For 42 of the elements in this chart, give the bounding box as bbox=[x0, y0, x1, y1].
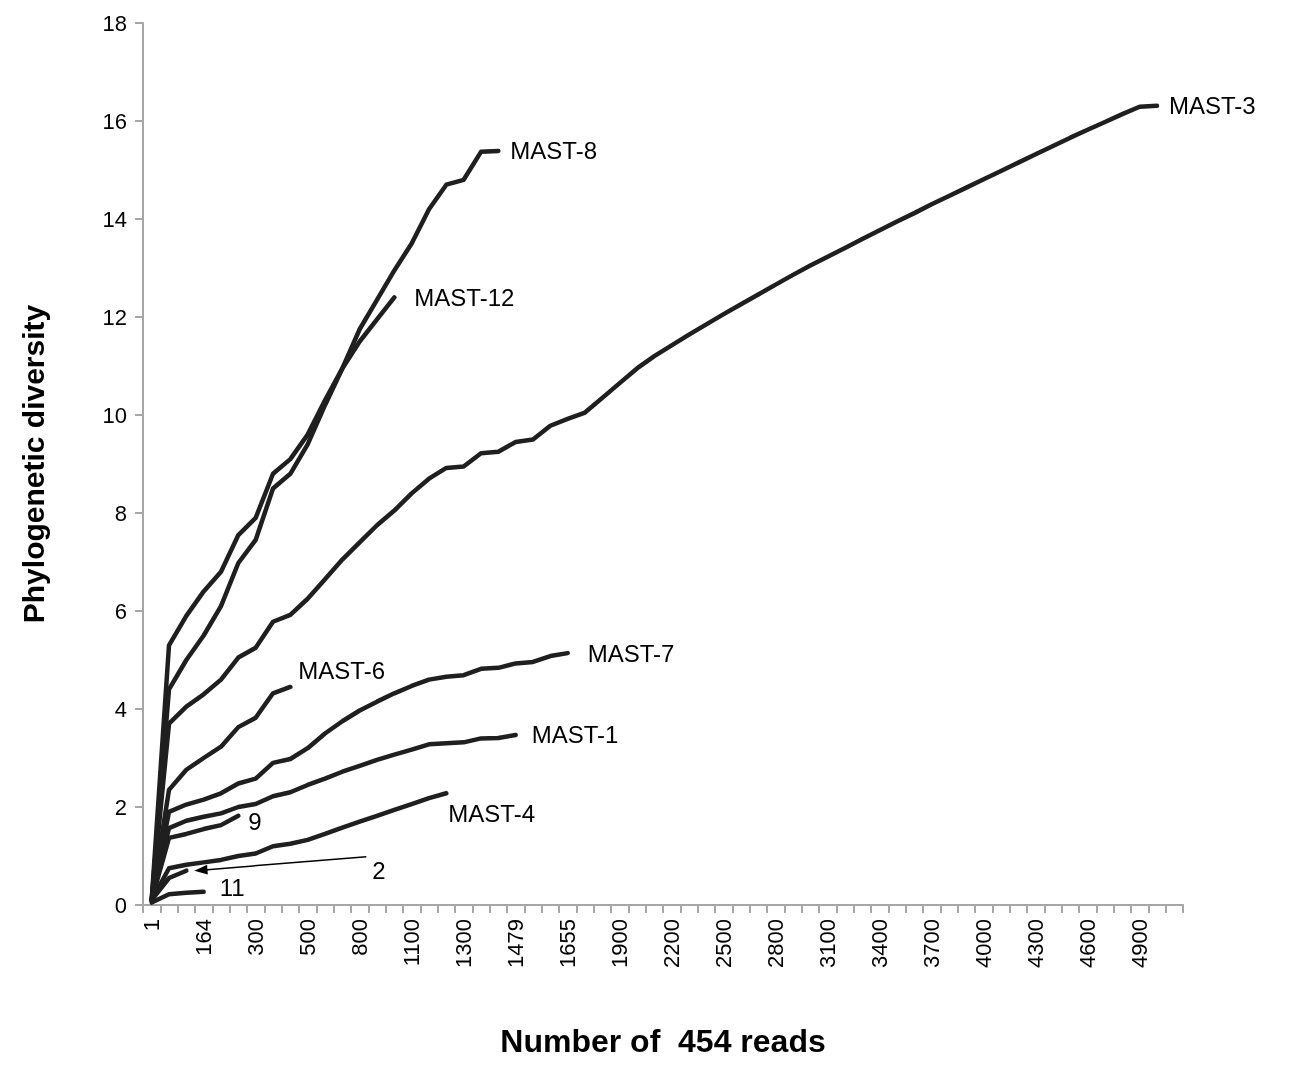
x-tick-label: 2500 bbox=[711, 919, 737, 968]
y-tick-label: 8 bbox=[114, 500, 127, 526]
y-tick-label: 16 bbox=[102, 108, 127, 134]
x-tick-label: 1655 bbox=[555, 919, 581, 968]
series-label: 11 bbox=[219, 874, 245, 902]
x-tick-label: 4300 bbox=[1023, 919, 1049, 968]
y-tick-label: 10 bbox=[102, 402, 127, 428]
series-label: MAST-6 bbox=[298, 657, 386, 685]
x-tick-label: 300 bbox=[243, 919, 269, 956]
x-axis-title: Number of 454 reads bbox=[500, 1023, 826, 1059]
x-tick-label: 1479 bbox=[503, 919, 529, 968]
y-tick-label: 18 bbox=[102, 10, 127, 36]
x-tick-label: 164 bbox=[191, 919, 217, 956]
y-tick-label: 12 bbox=[102, 304, 127, 330]
y-tick-label: 14 bbox=[102, 206, 127, 232]
series-label: MAST-7 bbox=[587, 639, 675, 667]
series-label: MAST-4 bbox=[448, 799, 536, 827]
x-tick-label: 2800 bbox=[763, 919, 789, 968]
series-label: 9 bbox=[248, 808, 262, 836]
x-tick-label: 4900 bbox=[1127, 919, 1153, 968]
x-tick-label: 800 bbox=[347, 919, 373, 956]
x-tick-label: 3400 bbox=[867, 919, 893, 968]
x-tick-label: 3100 bbox=[815, 919, 841, 968]
x-tick-label: 2200 bbox=[659, 919, 685, 968]
x-tick-label: 1100 bbox=[399, 919, 425, 967]
series-label: MAST-8 bbox=[510, 137, 598, 165]
y-tick-label: 0 bbox=[114, 892, 127, 918]
series-label: MAST-12 bbox=[414, 283, 515, 311]
series-label: MAST-1 bbox=[531, 721, 619, 749]
x-tick-label: 1 bbox=[139, 919, 165, 932]
x-tick-label: 4000 bbox=[971, 919, 997, 968]
text: 2 bbox=[372, 857, 386, 885]
y-tick-label: 2 bbox=[114, 794, 127, 820]
x-tick-label: 500 bbox=[295, 919, 321, 956]
y-tick-label: 4 bbox=[114, 696, 127, 722]
x-tick-label: 1300 bbox=[451, 919, 477, 968]
y-tick-label: 6 bbox=[114, 598, 127, 624]
x-tick-label: 4600 bbox=[1075, 919, 1101, 968]
y-axis-title: Phylogenetic diversity bbox=[16, 304, 50, 624]
series-label: MAST-3 bbox=[1169, 92, 1256, 120]
x-tick-label: 3700 bbox=[919, 919, 945, 968]
x-tick-label: 1900 bbox=[607, 919, 633, 968]
